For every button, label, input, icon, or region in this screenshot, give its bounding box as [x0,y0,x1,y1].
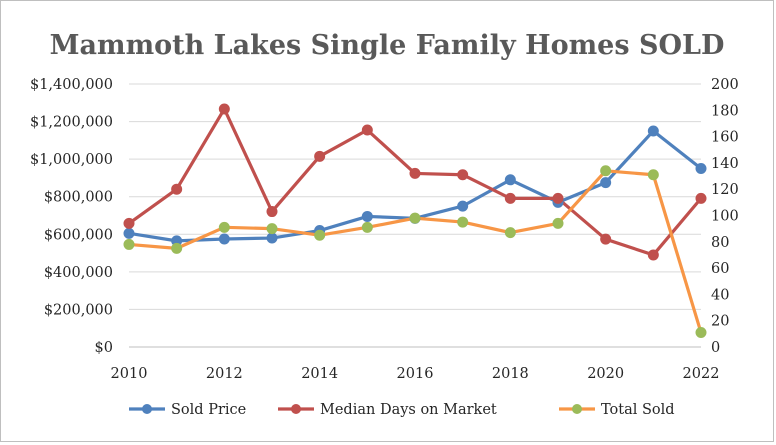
x-axis-tick-labels: 2010 2012 2014 2016 2018 2020 2022 [111,366,720,382]
data-point [504,192,516,204]
data-point [647,249,659,261]
right-axis-tick-label: 40 [711,287,729,303]
legend: Sold Price Median Days on Market Total Sol… [129,402,675,418]
right-axis-tick-label: 160 [711,130,739,146]
data-point [266,232,278,244]
data-point [552,217,564,229]
right-axis-tick-label: 120 [711,182,739,198]
data-point [123,238,135,250]
right-axis-tick-label: 60 [711,261,729,277]
x-axis-tick-label: 2016 [397,366,434,382]
data-point [361,221,373,233]
data-point [457,200,469,212]
legend-marker [142,404,152,414]
right-axis-tick-label: 80 [711,235,729,251]
left-axis-tick-label: $200,000 [44,302,113,318]
data-point [552,192,564,204]
right-axis-tick-label: 140 [711,156,739,172]
data-point [266,223,278,235]
data-point [695,327,707,339]
left-axis-tick-label: $800,000 [44,190,113,206]
data-point [218,221,230,233]
left-axis-tick-label: $1,000,000 [30,152,113,168]
data-point [361,124,373,136]
x-axis-tick-label: 2018 [492,366,529,382]
data-point [171,242,183,254]
data-point [600,165,612,177]
data-point [457,169,469,181]
data-point [361,210,373,222]
right-axis-tick-label: 100 [711,209,739,225]
legend-label: Total Sold [601,402,675,418]
data-point [504,174,516,186]
left-axis-tick-label: $600,000 [44,227,113,243]
data-point [123,227,135,239]
left-axis-tick-label: $0 [95,340,113,356]
series-line-2 [128,169,703,333]
right-axis-tick-label: 0 [711,340,720,356]
data-point [695,192,707,204]
right-axis-tick-label: 180 [711,103,739,119]
data-point [314,150,326,162]
x-axis-tick-label: 2022 [683,366,720,382]
data-point [504,227,516,239]
left-axis-tick-labels: $0 $200,000 $400,000 $600,000 $800,000 $1,000… [30,77,113,356]
legend-marker [572,404,582,414]
legend-label: Median Days on Market [320,402,497,418]
x-axis-tick-label: 2020 [587,366,624,382]
data-point [266,206,278,218]
data-point [218,103,230,115]
left-axis-tick-label: $1,200,000 [30,115,113,131]
right-axis-tick-label: 20 [711,314,729,330]
left-axis-tick-label: $1,400,000 [30,77,113,93]
data-point [409,167,421,179]
data-point [600,233,612,245]
series-line-0 [128,129,702,243]
data-point [695,163,707,175]
right-axis-tick-label: 200 [711,77,739,93]
data-point [647,125,659,137]
chart-title: Mammoth Lakes Single Family Homes SOLD [50,30,725,61]
series-markers [123,103,707,339]
data-point [409,212,421,224]
x-axis-tick-label: 2010 [111,366,148,382]
legend-marker [291,404,301,414]
data-point [647,169,659,181]
left-axis-tick-label: $400,000 [44,265,113,281]
x-axis-tick-label: 2012 [206,366,243,382]
data-point [218,233,230,245]
data-point [457,216,469,228]
gridlines [129,83,701,310]
data-point [600,177,612,189]
data-point [171,183,183,195]
x-axis-tick-label: 2014 [301,366,338,382]
legend-label: Sold Price [171,402,246,418]
data-point [123,217,135,229]
right-axis-tick-labels: 0 20 40 60 80 100 120 140 160 180 200 [711,77,739,356]
data-point [314,229,326,241]
